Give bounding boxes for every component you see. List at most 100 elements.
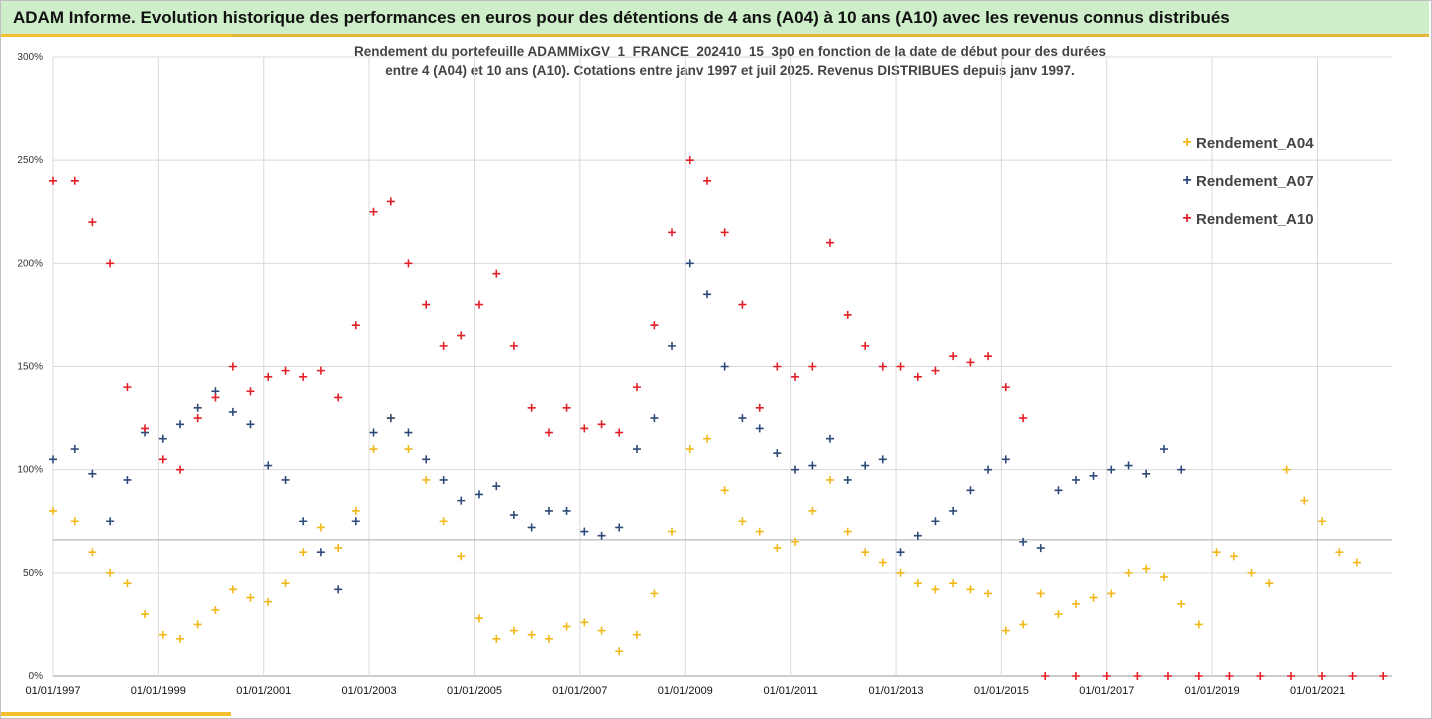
point-a04 bbox=[1335, 548, 1344, 557]
y-tick-label: 250% bbox=[17, 155, 43, 166]
point-a07 bbox=[1124, 461, 1133, 470]
point-a10 bbox=[422, 300, 431, 309]
point-a10 bbox=[1102, 672, 1111, 680]
point-a10 bbox=[492, 269, 501, 278]
point-a04 bbox=[123, 579, 132, 588]
point-a04 bbox=[1001, 626, 1010, 635]
point-a07 bbox=[316, 548, 325, 557]
point-a04 bbox=[106, 568, 115, 577]
point-a10 bbox=[1001, 383, 1010, 392]
point-a04 bbox=[246, 593, 255, 602]
point-a10 bbox=[878, 362, 887, 371]
point-a07 bbox=[334, 585, 343, 594]
point-a10 bbox=[896, 362, 905, 371]
point-a04 bbox=[1282, 465, 1291, 474]
point-a04 bbox=[474, 614, 483, 623]
point-a07 bbox=[193, 403, 202, 412]
point-a04 bbox=[668, 527, 677, 536]
point-a10 bbox=[351, 321, 360, 330]
point-a10 bbox=[211, 393, 220, 402]
point-a10 bbox=[808, 362, 817, 371]
point-a10 bbox=[281, 366, 290, 375]
point-a07 bbox=[70, 445, 79, 454]
point-a10 bbox=[509, 341, 518, 350]
point-a04 bbox=[597, 626, 606, 635]
point-a10 bbox=[755, 403, 764, 412]
point-a04 bbox=[1107, 589, 1116, 598]
point-a10 bbox=[738, 300, 747, 309]
point-a10 bbox=[632, 383, 641, 392]
point-a10 bbox=[457, 331, 466, 340]
point-a04 bbox=[1089, 593, 1098, 602]
x-tick-label: 01/01/2009 bbox=[658, 685, 713, 697]
point-a07 bbox=[228, 407, 237, 416]
point-a07 bbox=[492, 482, 501, 491]
point-a07 bbox=[843, 475, 852, 484]
point-a10 bbox=[597, 420, 606, 429]
point-a10 bbox=[1225, 672, 1234, 680]
point-a07 bbox=[1142, 469, 1151, 478]
point-a07 bbox=[106, 517, 115, 526]
legend-item-a10: + Rendement_A10 bbox=[1180, 200, 1313, 238]
point-a10 bbox=[176, 465, 185, 474]
point-a10 bbox=[791, 372, 800, 381]
point-a04 bbox=[1212, 548, 1221, 557]
chart-title-line-2: entre 4 (A04) et 10 ans (A10). Cotations… bbox=[385, 63, 1075, 78]
point-a07 bbox=[123, 475, 132, 484]
point-a10 bbox=[1019, 414, 1028, 423]
point-a10 bbox=[1318, 672, 1327, 680]
header-bar: ADAM Informe. Evolution historique des p… bbox=[1, 1, 1429, 37]
point-a07 bbox=[351, 517, 360, 526]
point-a07 bbox=[931, 517, 940, 526]
x-tick-label: 01/01/2007 bbox=[552, 685, 607, 697]
point-a07 bbox=[1071, 475, 1080, 484]
point-a04 bbox=[580, 618, 589, 627]
point-a04 bbox=[703, 434, 712, 443]
point-a10 bbox=[913, 372, 922, 381]
point-a10 bbox=[404, 259, 413, 268]
point-a10 bbox=[615, 428, 624, 437]
point-a10 bbox=[527, 403, 536, 412]
point-a10 bbox=[949, 352, 958, 361]
point-a07 bbox=[791, 465, 800, 474]
point-a04 bbox=[404, 445, 413, 454]
point-a04 bbox=[439, 517, 448, 526]
x-tick-label: 01/01/2005 bbox=[447, 685, 502, 697]
point-a10 bbox=[544, 428, 553, 437]
point-a04 bbox=[1071, 599, 1080, 608]
point-a07 bbox=[703, 290, 712, 299]
point-a10 bbox=[439, 341, 448, 350]
point-a04 bbox=[861, 548, 870, 557]
point-a10 bbox=[123, 383, 132, 392]
point-a07 bbox=[913, 531, 922, 540]
point-a10 bbox=[386, 197, 395, 206]
point-a04 bbox=[562, 622, 571, 631]
point-a04 bbox=[650, 589, 659, 598]
x-tick-label: 01/01/2019 bbox=[1185, 685, 1240, 697]
point-a10 bbox=[299, 372, 308, 381]
point-a04 bbox=[1159, 572, 1168, 581]
point-a07 bbox=[650, 414, 659, 423]
legend-item-a04: + Rendement_A04 bbox=[1180, 124, 1313, 162]
point-a04 bbox=[49, 506, 57, 515]
x-tick-label: 01/01/1999 bbox=[131, 685, 186, 697]
point-a10 bbox=[316, 366, 325, 375]
point-a07 bbox=[474, 490, 483, 499]
point-a10 bbox=[88, 218, 97, 227]
point-a04 bbox=[755, 527, 764, 536]
point-a07 bbox=[984, 465, 993, 474]
y-tick-label: 200% bbox=[17, 258, 43, 269]
point-a04 bbox=[896, 568, 905, 577]
point-a07 bbox=[773, 449, 782, 458]
y-tick-label: 100% bbox=[17, 465, 43, 476]
point-a07 bbox=[685, 259, 694, 268]
point-a07 bbox=[246, 420, 255, 429]
point-a04 bbox=[1019, 620, 1028, 629]
x-tick-label: 01/01/2021 bbox=[1290, 685, 1345, 697]
point-a10 bbox=[931, 366, 940, 375]
point-a10 bbox=[158, 455, 167, 464]
point-a07 bbox=[439, 475, 448, 484]
x-tick-label: 01/01/2017 bbox=[1079, 685, 1134, 697]
point-a04 bbox=[70, 517, 79, 526]
